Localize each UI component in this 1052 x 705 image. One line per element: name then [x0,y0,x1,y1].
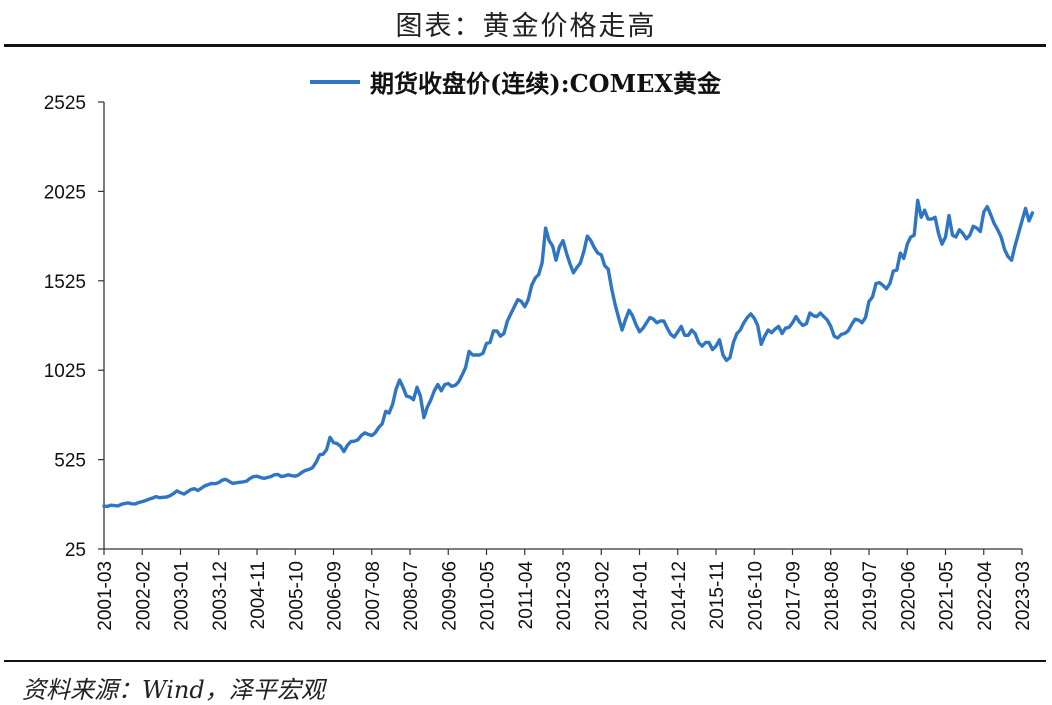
x-tick-label: 2020-06 [898,561,919,631]
x-tick-label: 2004-11 [248,561,269,629]
x-tick-label: 2005-10 [286,561,307,631]
source-note: 资料来源：Wind，泽平宏观 [22,676,325,704]
legend-label: 期货收盘价(连续):COMEX黄金 [370,69,722,98]
y-tick-label: 1525 [44,272,86,293]
x-tick-label: 2018-08 [822,561,843,631]
x-tick-label: 2007-08 [363,561,384,631]
x-tick-label: 2021-05 [937,561,958,631]
series-layer [102,198,1035,509]
y-tick-label: 525 [54,451,86,472]
y-tick-label: 2025 [44,182,86,203]
series-line-0 [102,198,1035,509]
x-tick-label: 2008-07 [401,561,422,631]
x-tick-label: 2006-09 [325,561,346,631]
x-tick-label: 2009-06 [439,561,460,631]
y-tick-label: 2525 [44,93,86,114]
x-tick-label: 2003-12 [210,561,231,631]
x-tick-label: 2015-11 [707,561,728,629]
y-tick-label: 1025 [44,361,86,382]
x-tick-label: 2003-01 [172,561,193,631]
x-tick-label: 2001-03 [95,561,116,631]
x-tick-label: 2023-03 [1013,561,1034,631]
x-tick-label: 2022-04 [975,561,996,631]
line-chart: 期货收盘价(连续):COMEX黄金 2552510251525202525252… [44,69,1035,631]
x-tick-label: 2011-04 [516,561,537,630]
x-tick-label: 2019-07 [860,561,881,631]
x-tick-label: 2016-10 [745,561,766,631]
bottom-rule [4,660,1046,662]
x-tick-label: 2012-03 [554,561,575,631]
legend: 期货收盘价(连续):COMEX黄金 [310,69,722,98]
x-tick-label: 2010-05 [478,561,499,631]
axes: 25 525 1025 1525 2025 2525 2001-03 2002-02 2003-… [44,93,1034,631]
x-tick-label: 2002-02 [133,561,154,631]
figure-title: 图表：黄金价格走高 [395,11,657,42]
y-tick-label: 25 [65,540,86,561]
x-tick-label: 2017-09 [784,561,805,631]
top-rule [4,44,1046,47]
x-tick-label: 2014-12 [669,561,690,631]
x-tick-label: 2013-02 [592,561,613,631]
x-tick-label: 2014-01 [631,561,652,631]
